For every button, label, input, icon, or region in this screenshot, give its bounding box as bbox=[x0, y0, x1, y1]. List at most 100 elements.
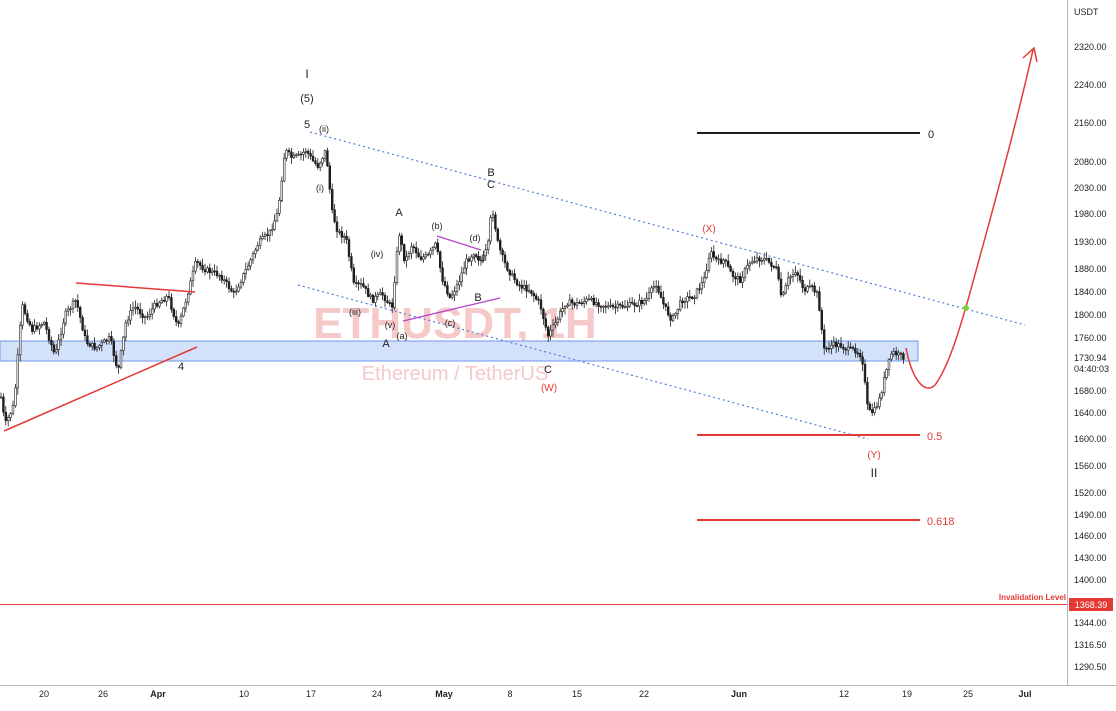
candle-down bbox=[345, 235, 348, 240]
price-tick-label: 1490.00 bbox=[1074, 510, 1107, 520]
candle-down bbox=[573, 302, 576, 306]
candle-down bbox=[326, 150, 329, 167]
candle-down bbox=[196, 261, 199, 263]
candle-up bbox=[554, 322, 557, 326]
candle-down bbox=[592, 297, 596, 305]
wave-label-(iii): (iii) bbox=[349, 307, 361, 317]
wave-label-4: 4 bbox=[178, 361, 184, 373]
support-zone[interactable] bbox=[0, 340, 919, 362]
candle-down bbox=[52, 344, 56, 353]
time-tick-label: 12 bbox=[839, 689, 849, 699]
candle-down bbox=[371, 294, 375, 303]
candle-up bbox=[434, 242, 437, 248]
candle-up bbox=[189, 280, 192, 295]
candle-down bbox=[328, 165, 331, 190]
candle-up bbox=[510, 273, 514, 276]
candle-up bbox=[741, 277, 744, 283]
candle-down bbox=[199, 262, 202, 266]
candle-down bbox=[81, 317, 84, 331]
candle-up bbox=[302, 152, 305, 155]
candle-up bbox=[280, 180, 283, 201]
channel-lower-line[interactable] bbox=[297, 284, 869, 440]
candle-down bbox=[79, 306, 82, 318]
candle-down bbox=[690, 296, 694, 299]
candle-up bbox=[369, 294, 372, 297]
candle-up bbox=[563, 306, 567, 309]
candle-down bbox=[496, 228, 499, 241]
candle-down bbox=[714, 256, 718, 260]
candle-up bbox=[462, 267, 466, 274]
candle-up bbox=[472, 254, 475, 258]
candle-down bbox=[230, 288, 233, 292]
price-axis[interactable]: 2320.00 2240.00 2160.00 2080.00 2030.00 1980.… bbox=[1074, 42, 1107, 672]
candle-up bbox=[484, 249, 487, 257]
candle-up bbox=[129, 310, 132, 321]
candle-down bbox=[115, 355, 118, 366]
candle-up bbox=[247, 265, 250, 270]
price-tick-label: 1520.00 bbox=[1074, 488, 1107, 498]
candle-down bbox=[340, 231, 343, 238]
channel-upper-line[interactable] bbox=[309, 131, 1026, 326]
candle-up bbox=[182, 307, 185, 317]
candle-up bbox=[261, 236, 264, 240]
candle-down bbox=[839, 343, 843, 348]
candle-down bbox=[770, 261, 773, 267]
candle-down bbox=[215, 270, 219, 276]
candle-down bbox=[813, 285, 816, 293]
projection-path[interactable] bbox=[905, 49, 1034, 389]
candle-up bbox=[587, 298, 591, 301]
time-tick-label: Jul bbox=[1018, 689, 1031, 699]
abc-upper-line[interactable] bbox=[436, 235, 482, 251]
candle-up bbox=[808, 285, 812, 288]
candle-up bbox=[410, 246, 413, 254]
candle-down bbox=[441, 267, 444, 282]
candle-up bbox=[160, 299, 163, 304]
breakout-point[interactable] bbox=[963, 305, 969, 311]
candle-down bbox=[858, 352, 862, 358]
candle-down bbox=[436, 242, 439, 253]
candle-down bbox=[266, 234, 269, 236]
wave-label-(W): (W) bbox=[541, 383, 557, 394]
candle-down bbox=[347, 239, 351, 257]
fib-label-0.618: 0.618 bbox=[927, 516, 955, 528]
candle-down bbox=[88, 343, 92, 347]
candle-up bbox=[616, 303, 620, 308]
candle-up bbox=[568, 299, 572, 306]
candle-down bbox=[599, 306, 603, 308]
candle-up bbox=[38, 325, 41, 330]
candle-down bbox=[825, 347, 828, 350]
candle-up bbox=[806, 286, 809, 292]
candle-up bbox=[470, 256, 473, 262]
price-tick-label: 2160.00 bbox=[1074, 118, 1107, 128]
triangle-lower-line[interactable] bbox=[3, 346, 198, 432]
triangle-upper-line[interactable] bbox=[75, 282, 196, 293]
candle-up bbox=[292, 154, 295, 158]
candle-down bbox=[774, 266, 778, 269]
candle-down bbox=[311, 155, 315, 162]
candle-up bbox=[258, 238, 262, 246]
candle-up bbox=[762, 258, 766, 261]
candle-down bbox=[532, 293, 536, 297]
candle-down bbox=[844, 348, 848, 351]
candle-down bbox=[357, 282, 360, 285]
candle-up bbox=[424, 254, 427, 258]
candlesticks bbox=[0, 147, 905, 427]
candle-down bbox=[854, 348, 857, 354]
candle-down bbox=[26, 313, 29, 322]
candle-down bbox=[227, 281, 231, 289]
abc-lower-line[interactable] bbox=[402, 297, 501, 322]
candle-down bbox=[611, 304, 615, 308]
time-axis[interactable]: 20 26 Apr 10 17 24 May 8 15 22 Jun 12 19 25 Jul bbox=[39, 689, 1032, 699]
candle-down bbox=[203, 269, 207, 273]
candle-down bbox=[110, 336, 113, 342]
candle-up bbox=[885, 369, 888, 379]
candle-down bbox=[508, 269, 511, 276]
candle-down bbox=[467, 258, 471, 262]
candle-up bbox=[736, 275, 740, 280]
candle-up bbox=[318, 162, 322, 168]
candle-up bbox=[654, 285, 658, 288]
candle-down bbox=[681, 300, 684, 303]
candle-up bbox=[179, 315, 183, 324]
candle-up bbox=[42, 322, 46, 325]
